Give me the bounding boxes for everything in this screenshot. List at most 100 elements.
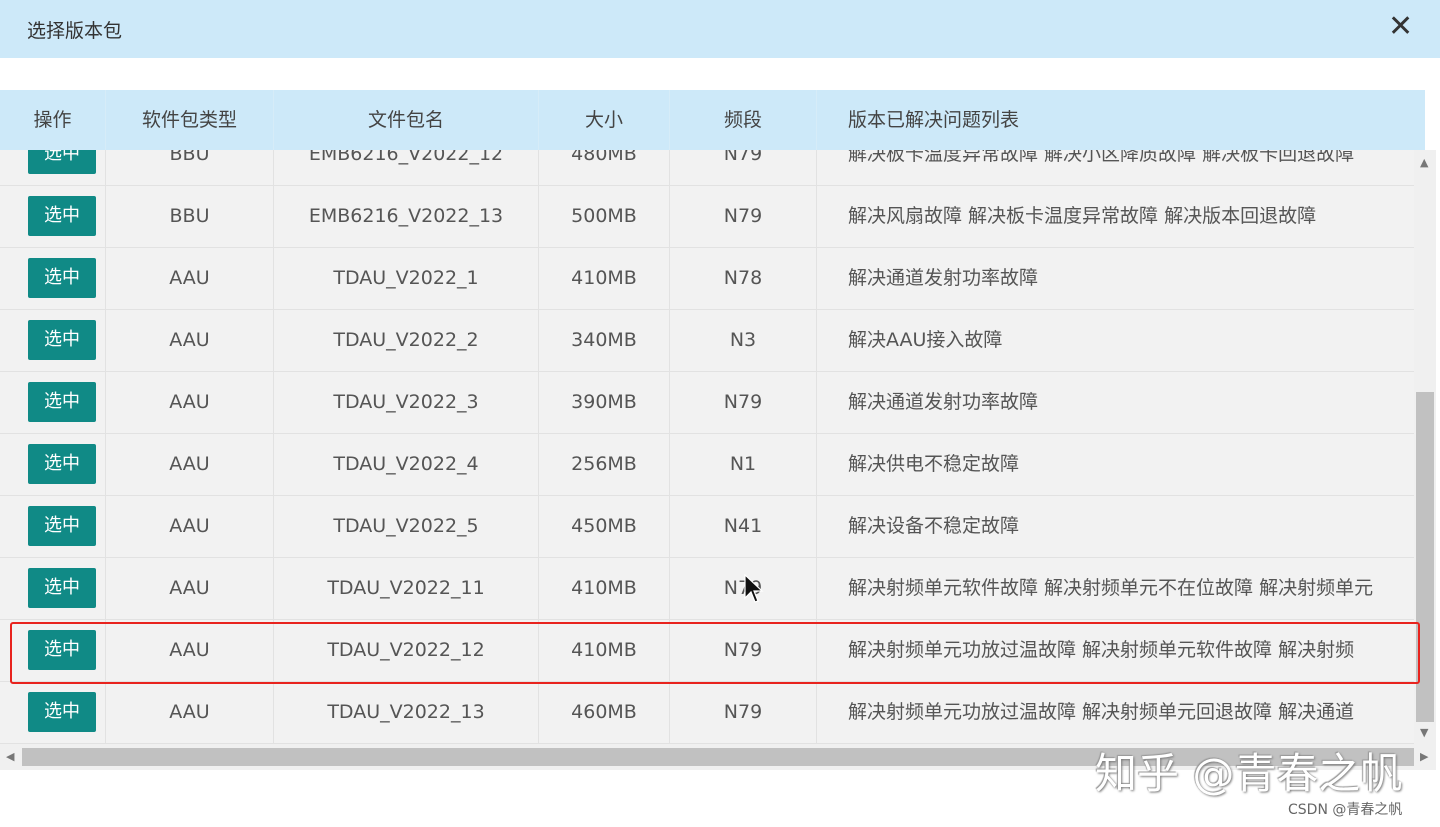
scroll-right-icon[interactable]: ▶ xyxy=(1420,750,1429,763)
action-cell: 选中 xyxy=(0,186,106,247)
type-cell: AAU xyxy=(106,620,274,681)
select-button[interactable]: 选中 xyxy=(28,150,96,174)
table-row: 选中 AAU TDAU_V2022_1 410MB N78 解决通道发射功率故障 xyxy=(0,248,1414,310)
select-button[interactable]: 选中 xyxy=(28,258,96,298)
size-cell: 450MB xyxy=(539,496,670,557)
band-cell: N79 xyxy=(670,186,817,247)
table-row: 选中 AAU TDAU_V2022_2 340MB N3 解决AAU接入故障 xyxy=(0,310,1414,372)
name-cell: EMB6216_V2022_12 xyxy=(274,150,539,185)
header-size: 大小 xyxy=(539,90,670,150)
table-row: 选中 AAU TDAU_V2022_11 410MB N79 解决射频单元软件故障 解决射… xyxy=(0,558,1414,620)
action-cell: 选中 xyxy=(0,682,106,743)
band-cell: N78 xyxy=(670,248,817,309)
type-cell: AAU xyxy=(106,558,274,619)
type-cell: BBU xyxy=(106,150,274,185)
scroll-up-icon[interactable]: ▲ xyxy=(1420,156,1429,169)
band-cell: N3 xyxy=(670,310,817,371)
issues-cell: 解决设备不稳定故障 xyxy=(848,515,1020,537)
select-button[interactable]: 选中 xyxy=(28,382,96,422)
issues-cell: 解决AAU接入故障 xyxy=(848,329,1003,351)
type-cell: BBU xyxy=(106,186,274,247)
scroll-down-icon[interactable]: ▼ xyxy=(1420,726,1429,739)
issues-cell: 解决风扇故障 解决板卡温度异常故障 解决版本回退故障 xyxy=(848,205,1317,227)
watermark: 知乎 @青春之帆 xyxy=(1095,749,1403,798)
header-type: 软件包类型 xyxy=(106,90,274,150)
table-header: 操作 软件包类型 文件包名 大小 频段 版本已解决问题列表 xyxy=(0,90,1425,150)
mouse-cursor-icon xyxy=(744,574,764,603)
size-cell: 410MB xyxy=(539,248,670,309)
action-cell: 选中 xyxy=(0,248,106,309)
table-row: 选中 AAU TDAU_V2022_5 450MB N41 解决设备不稳定故障 xyxy=(0,496,1414,558)
select-button[interactable]: 选中 xyxy=(28,630,96,670)
issues-cell: 解决射频单元功放过温故障 解决射频单元回退故障 解决通道 xyxy=(848,701,1355,723)
vertical-scrollbar[interactable]: ▲ ▼ xyxy=(1414,150,1436,744)
issues-cell: 解决供电不稳定故障 xyxy=(848,453,1020,475)
name-cell: TDAU_V2022_5 xyxy=(274,496,539,557)
select-button[interactable]: 选中 xyxy=(28,320,96,360)
header-action: 操作 xyxy=(0,90,106,150)
name-cell: TDAU_V2022_3 xyxy=(274,372,539,433)
name-cell: TDAU_V2022_1 xyxy=(274,248,539,309)
name-cell: TDAU_V2022_2 xyxy=(274,310,539,371)
horizontal-scroll-thumb[interactable] xyxy=(22,748,1414,766)
type-cell: AAU xyxy=(106,434,274,495)
table-row: 选中 AAU TDAU_V2022_4 256MB N1 解决供电不稳定故障 xyxy=(0,434,1414,496)
type-cell: AAU xyxy=(106,496,274,557)
action-cell: 选中 xyxy=(0,620,106,681)
action-cell: 选中 xyxy=(0,496,106,557)
action-cell: 选中 xyxy=(0,434,106,495)
select-button[interactable]: 选中 xyxy=(28,506,96,546)
size-cell: 390MB xyxy=(539,372,670,433)
name-cell: TDAU_V2022_12 xyxy=(274,620,539,681)
band-cell: N41 xyxy=(670,496,817,557)
action-cell: 选中 xyxy=(0,310,106,371)
type-cell: AAU xyxy=(106,682,274,743)
issues-cell: 解决射频单元功放过温故障 解决射频单元软件故障 解决射频 xyxy=(848,639,1355,661)
header-issues: 版本已解决问题列表 xyxy=(848,109,1020,131)
issues-cell: 解决射频单元软件故障 解决射频单元不在位故障 解决射频单元 xyxy=(848,577,1374,599)
table-row: 选中 BBU EMB6216_V2022_13 500MB N79 解决风扇故障 解决板卡… xyxy=(0,186,1414,248)
select-button[interactable]: 选中 xyxy=(28,568,96,608)
size-cell: 410MB xyxy=(539,620,670,681)
select-button[interactable]: 选中 xyxy=(28,692,96,732)
footer-credit: CSDN @青春之帆 xyxy=(1288,802,1403,818)
size-cell: 410MB xyxy=(539,558,670,619)
select-button[interactable]: 选中 xyxy=(28,196,96,236)
header-band: 频段 xyxy=(670,90,817,150)
type-cell: AAU xyxy=(106,248,274,309)
band-cell: N79 xyxy=(670,682,817,743)
dialog-title: 选择版本包 xyxy=(27,20,123,42)
select-button[interactable]: 选中 xyxy=(28,444,96,484)
dialog-header: 选择版本包 ✕ xyxy=(0,0,1440,58)
close-icon[interactable]: ✕ xyxy=(1388,9,1414,44)
horizontal-scrollbar[interactable]: ◀ ▶ xyxy=(0,744,1436,770)
issues-cell: 解决板卡温度异常故障 解决小区降质故障 解决板卡回退故障 xyxy=(848,150,1355,165)
table-row: 选中 BBU EMB6216_V2022_12 480MB N79 解决板卡温度异常故障 … xyxy=(0,150,1414,186)
issues-cell: 解决通道发射功率故障 xyxy=(848,391,1039,413)
size-cell: 500MB xyxy=(539,186,670,247)
type-cell: AAU xyxy=(106,310,274,371)
name-cell: TDAU_V2022_13 xyxy=(274,682,539,743)
name-cell: EMB6216_V2022_13 xyxy=(274,186,539,247)
size-cell: 460MB xyxy=(539,682,670,743)
type-cell: AAU xyxy=(106,372,274,433)
action-cell: 选中 xyxy=(0,150,106,185)
table-row: 选中 AAU TDAU_V2022_13 460MB N79 解决射频单元功放过温故障 解… xyxy=(0,682,1414,744)
table-row: 选中 AAU TDAU_V2022_12 410MB N79 解决射频单元功放过温故障 解… xyxy=(0,620,1414,682)
vertical-scroll-thumb[interactable] xyxy=(1416,392,1434,722)
table-body: 选中 BBU EMB6216_V2022_12 480MB N79 解决板卡温度异常故障 … xyxy=(0,150,1414,744)
table-row: 选中 AAU TDAU_V2022_3 390MB N79 解决通道发射功率故障 xyxy=(0,372,1414,434)
size-cell: 340MB xyxy=(539,310,670,371)
issues-cell: 解决通道发射功率故障 xyxy=(848,267,1039,289)
band-cell: N79 xyxy=(670,620,817,681)
band-cell: N1 xyxy=(670,434,817,495)
size-cell: 256MB xyxy=(539,434,670,495)
name-cell: TDAU_V2022_11 xyxy=(274,558,539,619)
band-cell: N79 xyxy=(670,372,817,433)
scroll-left-icon[interactable]: ◀ xyxy=(6,750,15,763)
action-cell: 选中 xyxy=(0,558,106,619)
name-cell: TDAU_V2022_4 xyxy=(274,434,539,495)
size-cell: 480MB xyxy=(539,150,670,185)
header-name: 文件包名 xyxy=(274,90,539,150)
action-cell: 选中 xyxy=(0,372,106,433)
